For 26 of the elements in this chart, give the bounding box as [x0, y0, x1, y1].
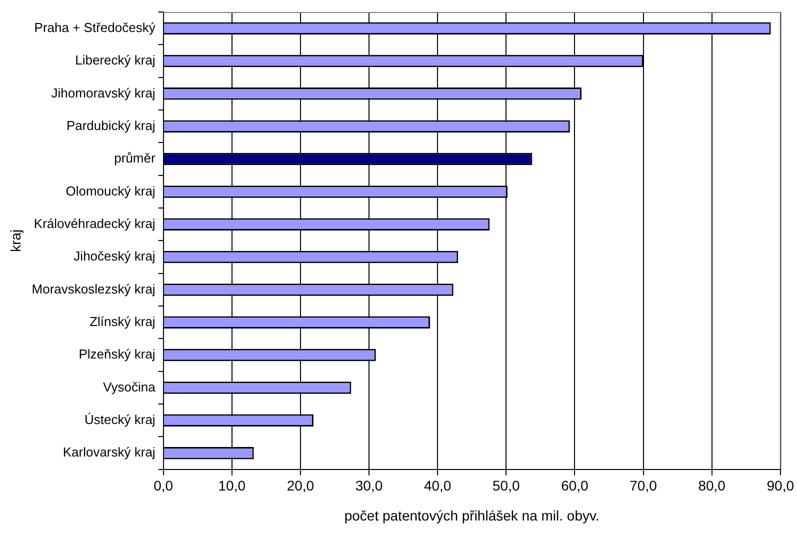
- y-tick-label: průměr: [114, 150, 156, 166]
- x-tick-label: 30,0: [355, 478, 383, 494]
- y-tick-label: Praha + Středočeský: [34, 20, 156, 35]
- y-tick-label: Pardubický kraj: [66, 118, 156, 133]
- y-tick-label: Karlovarský kraj: [62, 444, 156, 460]
- y-tick-label: Zlínský kraj: [90, 314, 156, 329]
- y-tick-label: Jihomoravský kraj: [51, 85, 156, 100]
- x-axis-title: počet patentových přihlášek na mil. obyv.: [344, 507, 600, 524]
- x-tick-label: 20,0: [286, 478, 314, 494]
- y-tick-label: Olomoucký kraj: [66, 183, 156, 198]
- y-tick-label: Moravskoslezský kraj: [32, 281, 156, 296]
- y-axis-title: kraj: [7, 229, 24, 252]
- x-tick-label: 40,0: [424, 478, 452, 494]
- x-tick-label: 0,0: [154, 478, 174, 494]
- x-tick-label: 60,0: [561, 478, 589, 494]
- y-tick-label: Vysočina: [103, 379, 156, 394]
- y-tick-label: Liberecký kraj: [75, 52, 156, 68]
- x-tick-label: 10,0: [218, 478, 246, 494]
- x-tick-label: 70,0: [630, 478, 658, 494]
- x-tick-label: 50,0: [492, 478, 520, 494]
- y-tick-label: Královéhradecký kraj: [34, 216, 156, 231]
- y-tick-label: Plzeňský kraj: [78, 346, 156, 362]
- y-tick-label: Ústecký kraj: [84, 412, 156, 427]
- x-tick-label: 80,0: [698, 478, 726, 494]
- y-tick-label: Jihočeský kraj: [74, 248, 156, 264]
- x-tick-label: 90,0: [766, 478, 794, 494]
